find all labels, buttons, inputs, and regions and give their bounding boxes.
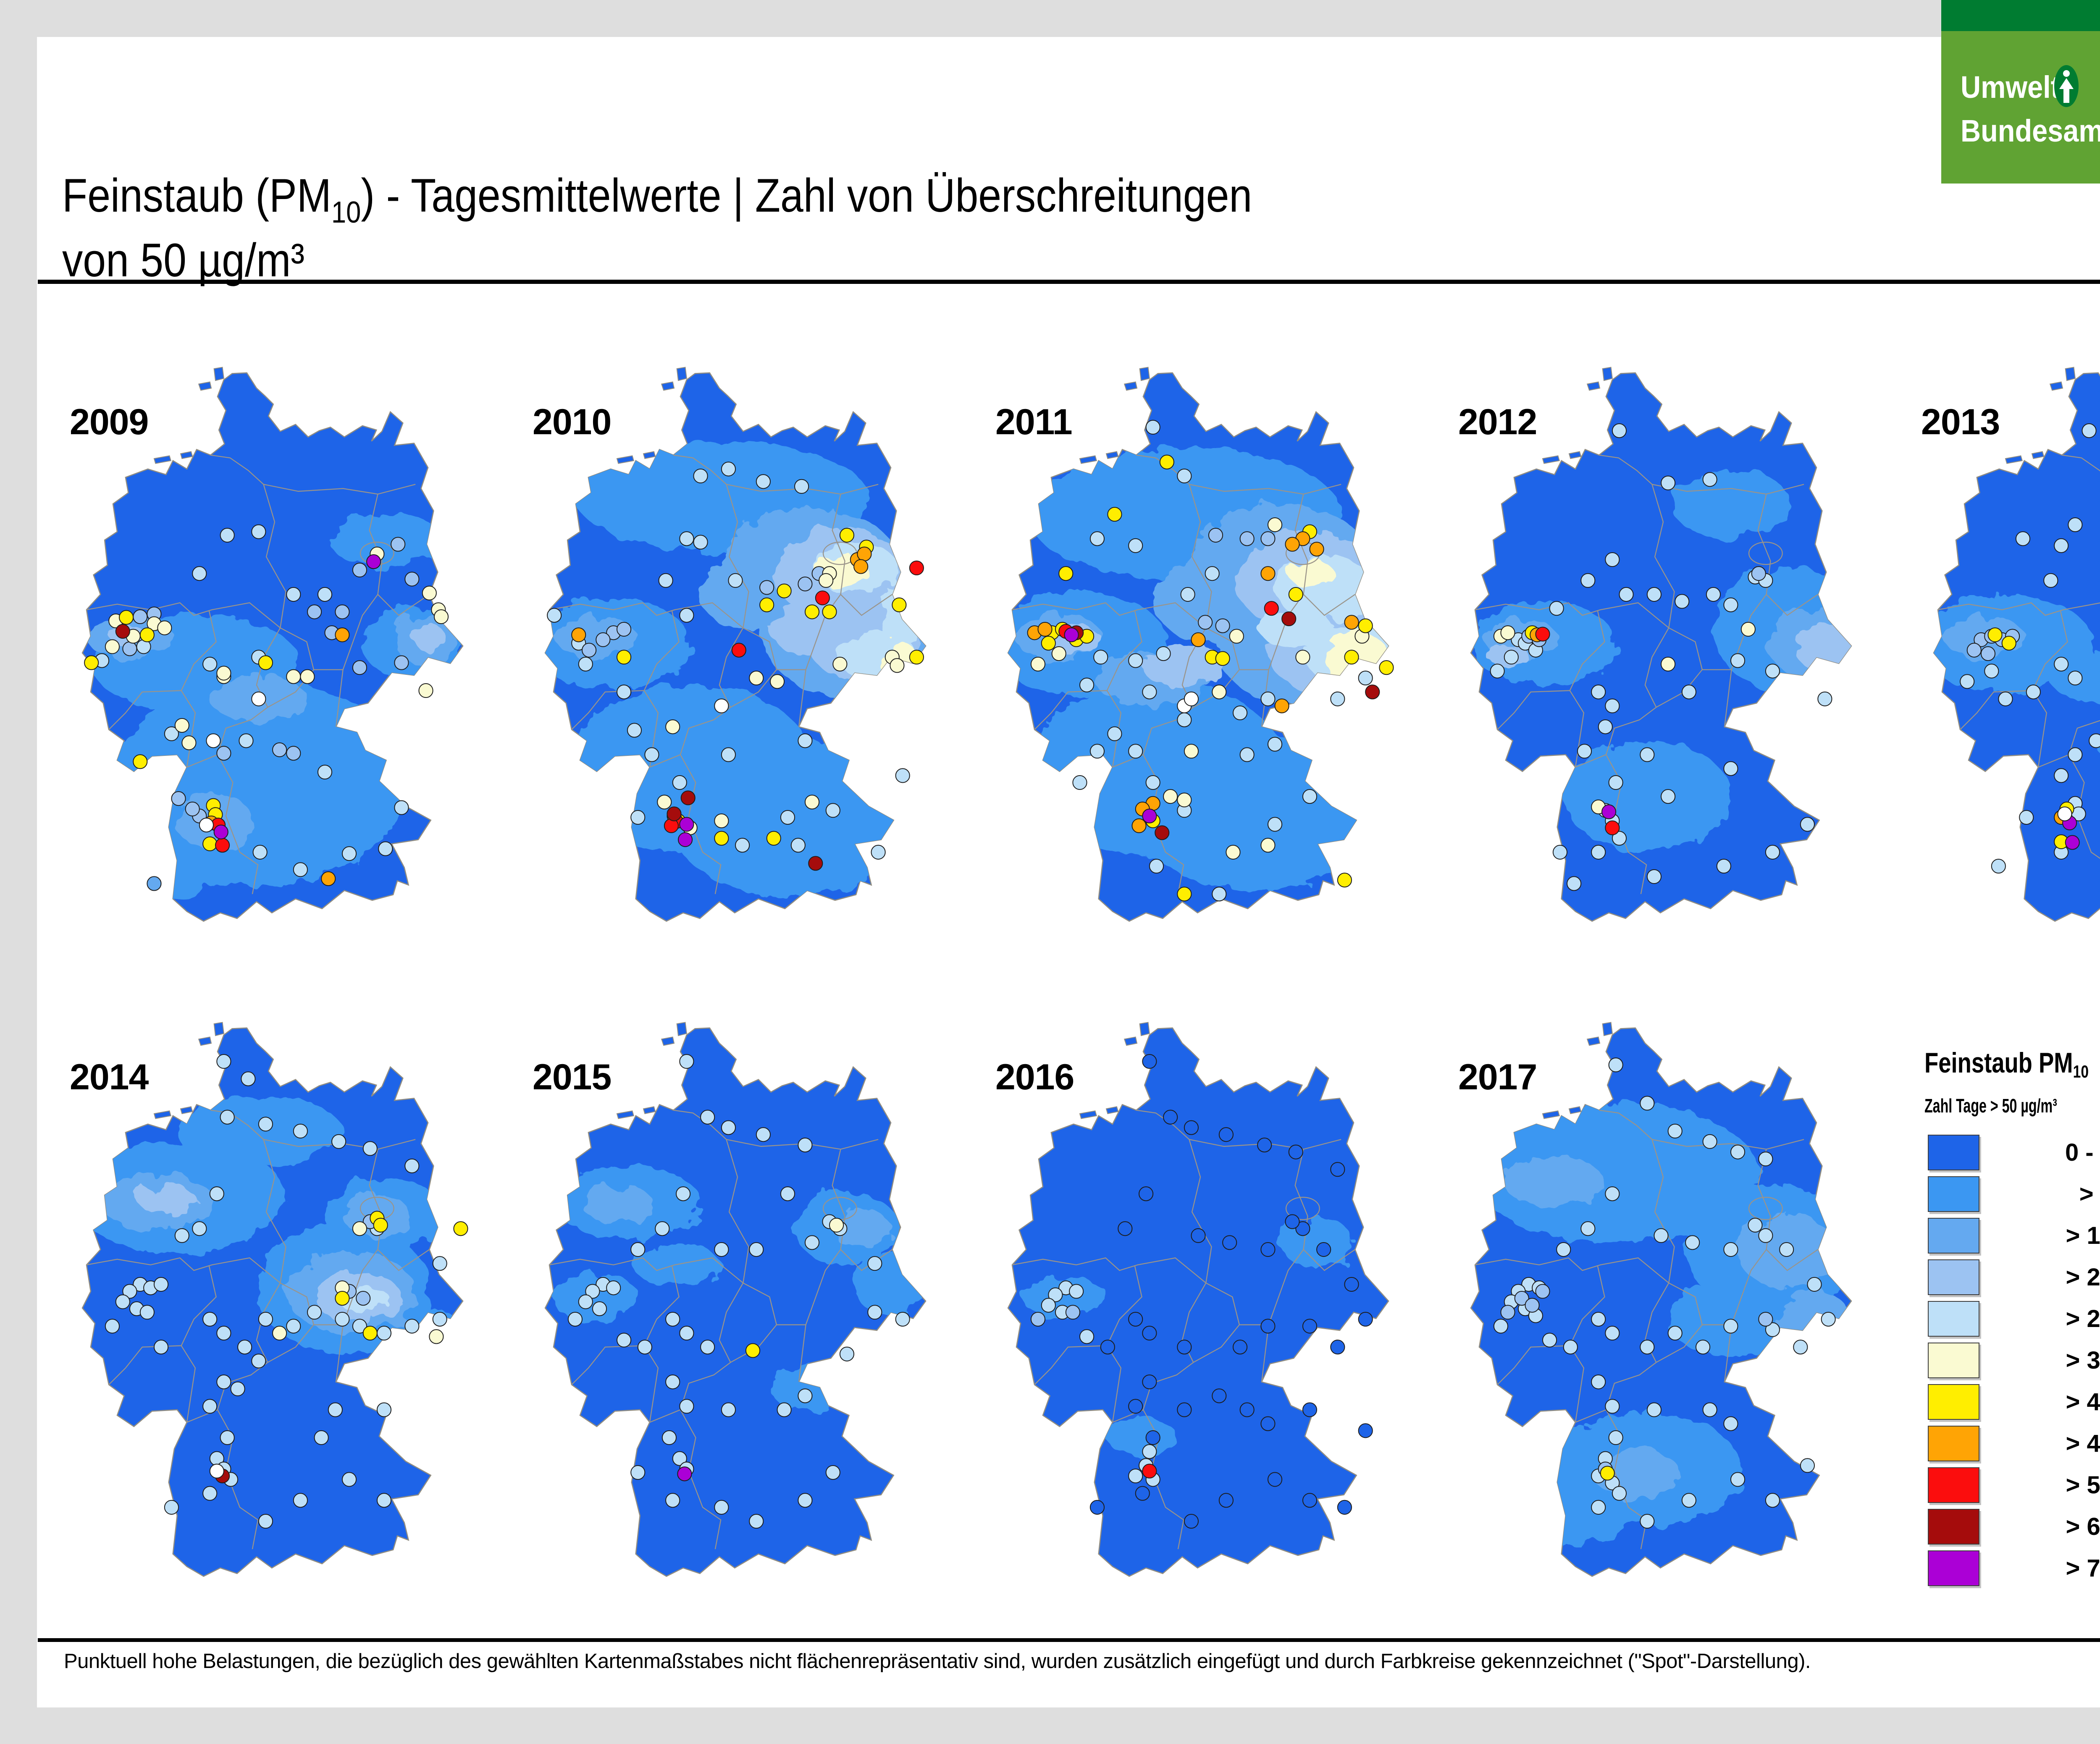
header-divider bbox=[38, 280, 2100, 284]
legend-title: Feinstaub PM10 bbox=[1924, 1046, 2089, 1081]
station-spots bbox=[84, 524, 449, 891]
station-spots bbox=[1493, 1057, 1836, 1529]
legend-title-text: Feinstaub PM bbox=[1924, 1047, 2073, 1079]
islands bbox=[1079, 1022, 1150, 1119]
year-label: 2010 bbox=[533, 402, 612, 442]
station-spots bbox=[1030, 1054, 1373, 1529]
year-label: 2011 bbox=[995, 402, 1073, 442]
station-spots bbox=[1490, 423, 1832, 891]
legend-label: > 49 bbox=[2066, 1430, 2100, 1457]
legend-label: > 7 bbox=[2079, 1180, 2100, 1208]
intensity-patches bbox=[553, 1166, 925, 1410]
title-line1-part1: Feinstaub (PM bbox=[62, 169, 331, 222]
intensity-patches bbox=[1008, 448, 1389, 891]
germany-map-2017 bbox=[1470, 1022, 1852, 1577]
legend-label: > 56 bbox=[2066, 1471, 2100, 1499]
legend-swatch bbox=[1928, 1135, 1979, 1170]
germany-map-2012 bbox=[1470, 367, 1852, 922]
logo-box: Umwelt Bundesamt bbox=[1941, 31, 2100, 184]
logo-line2: Bundesamt bbox=[1961, 113, 2100, 148]
legend-label: > 28 bbox=[2066, 1305, 2100, 1332]
islands bbox=[153, 367, 224, 464]
islands bbox=[616, 367, 687, 464]
legend-swatch bbox=[1928, 1426, 1979, 1461]
station-spots bbox=[1027, 420, 1394, 902]
legend-swatch bbox=[1928, 1176, 1979, 1212]
islands bbox=[1542, 367, 1613, 464]
title-subscript: 10 bbox=[331, 196, 361, 229]
station-spots bbox=[105, 1054, 468, 1529]
islands bbox=[1542, 1022, 1613, 1119]
year-label: 2015 bbox=[533, 1057, 612, 1097]
map-cell-2011: 2011 bbox=[975, 365, 1421, 978]
map-cell-2012: 2012 bbox=[1438, 365, 1884, 978]
map-cell-2014: 2014 bbox=[50, 1020, 496, 1633]
map-cell-2013: 2013 bbox=[1901, 365, 2100, 978]
legend-swatch bbox=[1928, 1343, 1979, 1378]
legend-label: > 21 bbox=[2066, 1264, 2100, 1291]
germany-map-2014 bbox=[81, 1022, 468, 1577]
germany-map-2010 bbox=[544, 367, 927, 922]
map-cell-2009: 2009 bbox=[50, 365, 496, 978]
legend-swatch bbox=[1928, 1467, 1979, 1503]
germany-map-2016 bbox=[1007, 1022, 1389, 1577]
year-label: 2009 bbox=[70, 402, 149, 442]
germany-map-2013 bbox=[1933, 367, 2100, 922]
islands bbox=[616, 1022, 687, 1119]
islands bbox=[2005, 367, 2076, 464]
islands bbox=[1079, 367, 1150, 464]
page-title: Feinstaub (PM10) - Tagesmittelwerte | Za… bbox=[62, 166, 1252, 290]
year-label: 2014 bbox=[70, 1057, 149, 1097]
uba-logo: Umwelt Bundesamt bbox=[1941, 0, 2100, 184]
legend-subtitle: Zahl Tage > 50 µg/m³ bbox=[1924, 1095, 2057, 1117]
map-cell-2016: 2016 bbox=[975, 1020, 1421, 1633]
logo-line1: Umwelt bbox=[1961, 70, 2060, 105]
uba-figure-icon bbox=[2054, 65, 2079, 107]
legend-label: > 70 bbox=[2066, 1555, 2100, 1582]
germany-map-2011 bbox=[1007, 367, 1394, 922]
title-line2: von 50 µg/m³ bbox=[62, 234, 305, 286]
germany-map-2015 bbox=[544, 1022, 927, 1577]
footer-note: Punktuell hohe Belastungen, die bezüglic… bbox=[64, 1650, 1811, 1673]
map-cell-2010: 2010 bbox=[512, 365, 958, 978]
year-label: 2012 bbox=[1458, 402, 1537, 442]
legend-label: > 42 bbox=[2066, 1388, 2100, 1416]
station-spots bbox=[567, 1054, 910, 1529]
islands bbox=[153, 1022, 224, 1119]
legend-swatch bbox=[1928, 1301, 1979, 1337]
legend-label: > 14 bbox=[2066, 1222, 2100, 1249]
map-cell-2017: 2017 bbox=[1438, 1020, 1884, 1633]
legend-swatch bbox=[1928, 1218, 1979, 1254]
logo-top-bar bbox=[1941, 0, 2100, 31]
legend-swatch bbox=[1928, 1384, 1979, 1420]
station-spots bbox=[547, 462, 924, 871]
title-line1-part2: ) - Tagesmittelwerte | Zahl von Überschr… bbox=[361, 169, 1252, 222]
legend-label: 0 - 7 bbox=[2065, 1139, 2100, 1166]
legend-label: > 35 bbox=[2066, 1347, 2100, 1374]
legend-swatch bbox=[1928, 1550, 1979, 1586]
footer-divider bbox=[38, 1638, 2100, 1642]
station-spots bbox=[1960, 423, 2100, 874]
germany-map-2009 bbox=[81, 367, 464, 922]
legend-swatch bbox=[1928, 1509, 1979, 1545]
logo-wordmark: Umwelt Bundesamt bbox=[1961, 66, 2100, 153]
map-cell-2015: 2015 bbox=[512, 1020, 958, 1633]
legend-swatch bbox=[1928, 1259, 1979, 1295]
year-label: 2016 bbox=[995, 1057, 1074, 1097]
year-label: 2017 bbox=[1458, 1057, 1537, 1097]
year-label: 2013 bbox=[1921, 402, 2000, 442]
legend-title-subscript: 10 bbox=[2073, 1062, 2089, 1081]
legend-label: > 63 bbox=[2066, 1513, 2100, 1540]
